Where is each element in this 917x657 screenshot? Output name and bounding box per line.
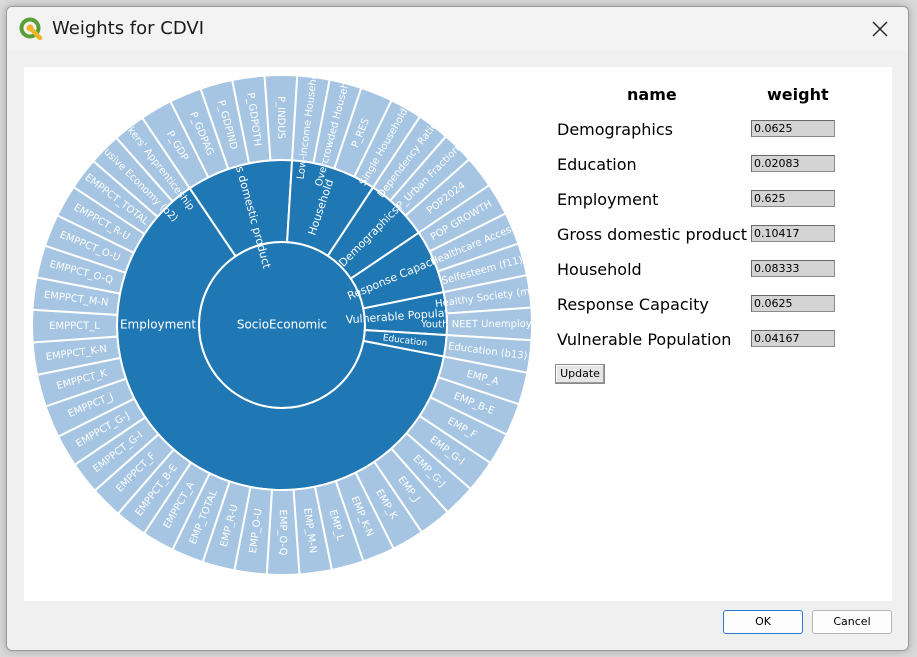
close-icon bbox=[872, 21, 888, 37]
row-name: Vulnerable Population bbox=[557, 330, 732, 349]
row-name: Education bbox=[557, 155, 637, 174]
qgis-logo-icon bbox=[19, 17, 43, 41]
weight-column-header: weight bbox=[767, 85, 829, 104]
sunburst-group-label: Employment bbox=[120, 318, 196, 332]
sunburst-chart: SocioEconomicEmploymentEMP_AEMP_B-EEMP_F… bbox=[31, 67, 544, 576]
sunburst-leaf-label: Youth NEET Unemployment bbox=[420, 319, 544, 331]
weight-field[interactable]: 0.10417 bbox=[751, 225, 835, 242]
table-row: Household 0.08333 bbox=[557, 257, 857, 287]
close-button[interactable] bbox=[860, 13, 900, 45]
table-row: Vulnerable Population 0.04167 bbox=[557, 327, 857, 357]
sunburst-leaf-arc bbox=[442, 334, 533, 374]
weight-field[interactable]: 0.08333 bbox=[751, 260, 835, 277]
table-row: Demographics 0.0625 bbox=[557, 117, 857, 147]
row-name: Household bbox=[557, 260, 642, 279]
table-row: Education 0.02083 bbox=[557, 152, 857, 182]
sunburst-root-label: SocioEconomic bbox=[237, 318, 327, 332]
row-name: Employment bbox=[557, 190, 659, 209]
sunburst-leaf-label: P_INDUS bbox=[275, 96, 286, 139]
row-name: Gross domestic product bbox=[557, 225, 748, 244]
sunburst-leaf-label: EMPPCT_L bbox=[49, 321, 100, 332]
update-button[interactable]: Update bbox=[555, 364, 605, 384]
weight-field[interactable]: 0.04167 bbox=[751, 330, 835, 347]
weight-field[interactable]: 0.625 bbox=[751, 190, 835, 207]
sunburst-leaf-label: EMP_O-Q bbox=[277, 509, 288, 555]
table-row: Employment 0.625 bbox=[557, 187, 857, 217]
dialog-window: Weights for CDVI SocioEconomic Employment… bbox=[6, 6, 909, 651]
name-column-header: name bbox=[627, 85, 677, 104]
weight-field[interactable]: 0.0625 bbox=[751, 295, 835, 312]
row-name: Demographics bbox=[557, 120, 673, 139]
weight-field[interactable]: 0.02083 bbox=[751, 155, 835, 172]
content-panel: SocioEconomic Employment EMP_A EMP_B-E EMP_F… bbox=[24, 67, 892, 601]
table-row: Gross domestic product 0.10417 bbox=[557, 222, 857, 252]
cancel-button[interactable]: Cancel bbox=[812, 610, 892, 634]
table-row: Response Capacity 0.0625 bbox=[557, 292, 857, 322]
ok-button[interactable]: OK bbox=[723, 610, 803, 634]
window-title: Weights for CDVI bbox=[52, 18, 205, 39]
row-name: Response Capacity bbox=[557, 295, 709, 314]
title-bar: Weights for CDVI bbox=[7, 7, 908, 51]
weight-field[interactable]: 0.0625 bbox=[751, 120, 835, 137]
